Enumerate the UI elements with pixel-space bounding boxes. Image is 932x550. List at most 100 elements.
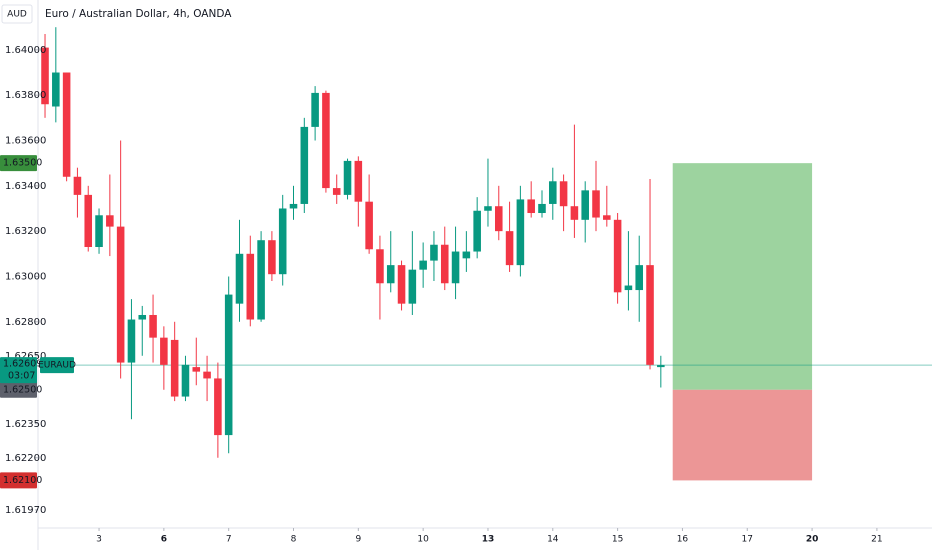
candle-body [592, 190, 600, 218]
candle-body [538, 203, 546, 214]
x-tick-label: 6 [161, 535, 167, 545]
currency-box [1, 4, 33, 24]
x-tick-label: 8 [291, 535, 297, 545]
y-tick-label: 1.62800 [5, 317, 46, 328]
x-tick-label: 16 [677, 535, 689, 545]
y-tick-label: 1.62350 [5, 419, 46, 430]
x-tick-label: 10 [417, 535, 429, 545]
candle-body [300, 126, 309, 204]
candle-body [570, 206, 579, 220]
candle-body [473, 210, 481, 252]
candle-body [73, 176, 82, 195]
candle-body [332, 188, 341, 195]
candle-body [203, 371, 211, 379]
candle-body [160, 337, 168, 365]
candle-body [95, 215, 103, 248]
candle-body [116, 226, 125, 363]
candle-body [365, 201, 373, 250]
target-price-box [0, 155, 37, 172]
candle-body [52, 72, 60, 107]
candle-body [192, 367, 201, 372]
candle-body [657, 365, 665, 368]
candle-body [581, 190, 589, 220]
y-tick-label: 1.63600 [5, 135, 46, 146]
candle-body [127, 319, 136, 363]
candle-body [224, 294, 233, 436]
x-tick-label: 9 [355, 535, 361, 545]
x-tick-label: 14 [547, 535, 559, 545]
candle-body [624, 285, 633, 291]
candle-body [257, 240, 265, 320]
candle-body [289, 203, 298, 209]
candle-body [397, 265, 406, 304]
candle-body [138, 314, 147, 320]
y-tick-label: 1.62200 [5, 453, 46, 464]
y-tick-label: 1.63400 [5, 181, 46, 192]
y-tick-label: 1.64000 [5, 45, 46, 56]
profit-zone [672, 163, 813, 390]
loss-zone [672, 389, 813, 481]
y-tick-label: 1.63000 [5, 271, 46, 282]
candle-body [430, 244, 438, 261]
candle-body [635, 265, 644, 291]
x-tick-label: 17 [742, 535, 753, 545]
candle-body [494, 206, 503, 232]
entry-price-label: 1.62500 [3, 384, 42, 395]
candle-body [246, 253, 255, 320]
stop-price-label: 1.62100 [3, 475, 42, 486]
x-tick-label: 13 [482, 535, 495, 545]
candle-body [505, 231, 514, 266]
stop-price-box [0, 472, 37, 489]
candle-body [343, 160, 352, 195]
candle-body [549, 181, 557, 204]
y-tick-label: 1.62650 [5, 351, 46, 362]
y-tick-label: 1.63800 [5, 90, 46, 101]
candle-body [268, 240, 276, 275]
x-tick-label: 21 [871, 535, 882, 545]
candle-body [170, 339, 179, 397]
current-price-label: 1.62609 [3, 359, 42, 370]
candle-body [613, 219, 622, 293]
candle-body [322, 92, 330, 189]
candle-body [62, 72, 71, 177]
candle-body [484, 206, 492, 211]
candle-body [462, 251, 471, 259]
candle-body [440, 244, 449, 284]
y-tick-label: 1.63200 [5, 226, 46, 237]
candle-body [559, 181, 568, 207]
current-price-box [0, 357, 37, 384]
candle-body [386, 265, 395, 284]
plot-area [38, 27, 932, 481]
candle-body [311, 92, 319, 127]
currency-label: AUD [7, 10, 27, 20]
countdown-label: 03:07 [8, 371, 35, 382]
candle-body [646, 265, 654, 365]
y-tick-label: 1.61970 [5, 505, 46, 516]
candle-body [214, 378, 222, 436]
candle-body [527, 199, 535, 214]
x-tick-label: 15 [612, 535, 623, 545]
candle-body [354, 160, 363, 202]
symbol-box [40, 357, 74, 374]
candle-body [84, 194, 93, 248]
target-price-label: 1.63500 [3, 158, 42, 169]
candle-body [451, 251, 460, 284]
x-tick-label: 3 [96, 535, 102, 545]
entry-price-box [0, 381, 37, 398]
x-tick-label: 7 [226, 535, 232, 545]
x-tick-label: 20 [806, 535, 819, 545]
chart-title: Euro / Australian Dollar, 4h, OANDA [45, 8, 232, 20]
candle-body [181, 364, 190, 397]
candle-body [376, 249, 384, 284]
candle-body [419, 260, 427, 270]
candle-body [41, 47, 49, 105]
symbol-label: EURAUD [38, 361, 76, 371]
candle-body [603, 215, 611, 220]
candle-body [408, 269, 417, 304]
candle-body [278, 208, 287, 275]
candle-body [106, 215, 114, 227]
candle-body [149, 314, 157, 338]
candle-body [235, 253, 244, 304]
candle-body [516, 199, 525, 266]
